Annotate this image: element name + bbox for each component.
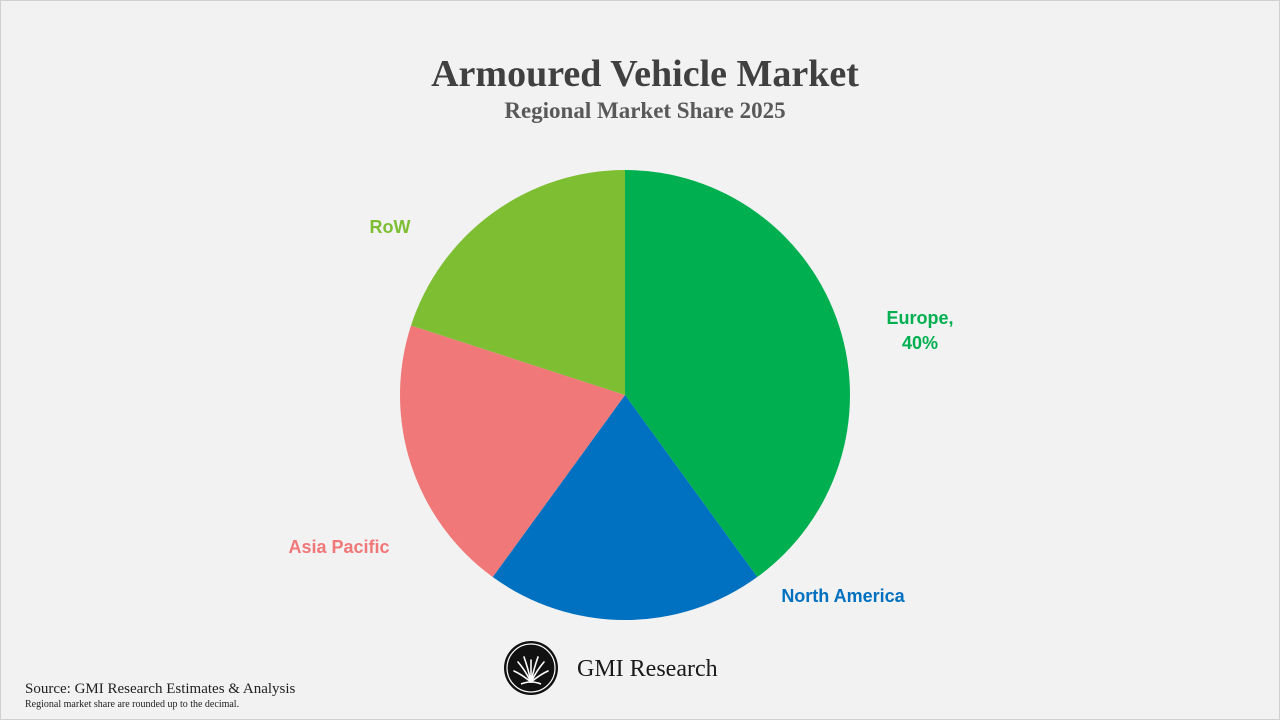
pie-slice-north-america — [492, 395, 758, 621]
pie-slice-asia-pacific — [400, 325, 625, 578]
pie-labels: Europe, 40% North America Asia Pacific RoW — [288, 217, 953, 606]
slice-label-row: RoW — [370, 217, 411, 237]
pie-slice-europe — [625, 170, 850, 578]
brand-name: GMI Research — [577, 656, 718, 682]
chart-title: Armoured Vehicle Market — [431, 53, 859, 95]
gmi-research-logo — [504, 641, 558, 695]
slice-label-north-america: North America — [781, 586, 905, 606]
rounding-note: Regional market share are rounded up to … — [25, 699, 240, 710]
slice-label-europe: Europe, 40% — [886, 308, 953, 353]
pie-slices — [400, 170, 850, 621]
chart-subtitle: Regional Market Share 2025 — [504, 98, 786, 123]
slice-label-asia-pacific: Asia Pacific — [288, 537, 389, 557]
source-note: Source: GMI Research Estimates & Analysi… — [25, 681, 296, 697]
pie-slice-row — [411, 170, 625, 395]
